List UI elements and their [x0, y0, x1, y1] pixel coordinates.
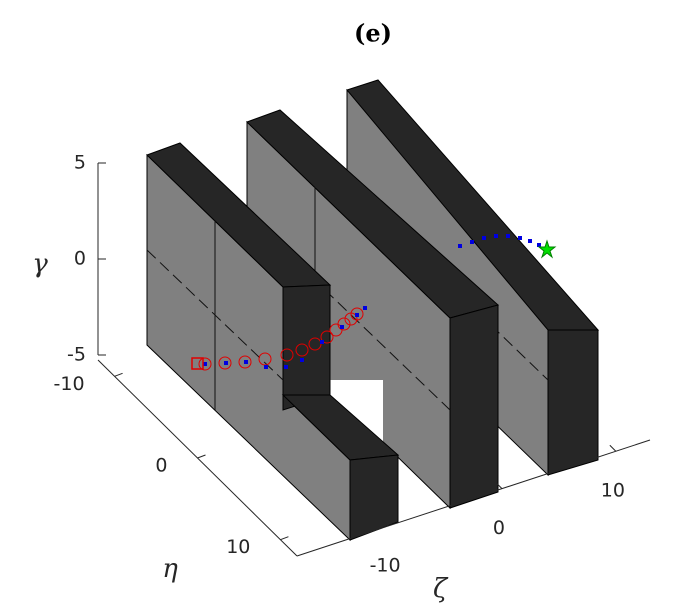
x-axis-tick-label: -10	[370, 555, 401, 577]
wall-end	[282, 284, 331, 411]
wall-end	[349, 454, 399, 541]
x-axis-tick-label: 0	[493, 517, 505, 539]
y-axis-tick	[280, 536, 289, 541]
x-axis-tick	[495, 482, 503, 489]
y-axis-label: η	[162, 554, 178, 584]
x-axis-tick	[381, 519, 389, 527]
x-axis-label: ζ	[433, 574, 449, 604]
goal-marker	[537, 239, 557, 259]
trajectory-circles	[198, 307, 364, 371]
y-axis-tick-label: 10	[226, 536, 250, 558]
z-axis-tick-label: 5	[74, 152, 86, 174]
y-axis-tick-label: 0	[155, 455, 167, 477]
chart-title: (e)	[354, 19, 392, 48]
scene	[146, 79, 600, 542]
wall-end	[449, 304, 499, 509]
start-marker	[191, 357, 204, 370]
wall-end	[547, 329, 599, 476]
doorway	[330, 380, 383, 445]
x-axis-line	[296, 439, 651, 557]
y-axis-tick	[114, 372, 123, 377]
x-axis-tick-label: 10	[601, 480, 625, 502]
z-axis-tick-label: 0	[74, 248, 86, 270]
y-axis-tick	[197, 454, 206, 459]
y-axis-tick-label: -10	[54, 373, 85, 395]
x-axis-tick	[609, 444, 617, 452]
z-axis-label: γ	[32, 249, 48, 279]
z-axis-tick-label: -5	[67, 344, 86, 366]
